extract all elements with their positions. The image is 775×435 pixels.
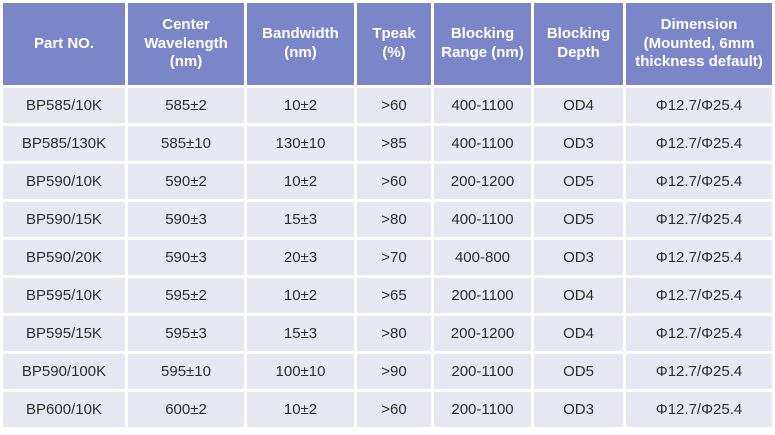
spec-value-cell: OD5 <box>534 354 623 389</box>
spec-value-cell: OD4 <box>534 88 623 123</box>
spec-value-cell: 130±10 <box>247 126 354 161</box>
spec-value-cell: 10±2 <box>247 88 354 123</box>
column-header-3: Bandwidth (nm) <box>247 3 354 85</box>
spec-value-cell: 585±2 <box>128 88 244 123</box>
table-row: BP600/10K 600±2 10±2 >60 200-1100 OD3 Φ12.7/Φ2… <box>3 392 772 427</box>
table-row: BP585/10K 585±2 10±2 >60 400-1100 OD4 Φ12.7/Φ2… <box>3 88 772 123</box>
spec-value-cell: OD5 <box>534 164 623 199</box>
spec-value-cell: >85 <box>357 126 431 161</box>
spec-value-cell: 400-1100 <box>434 202 531 237</box>
spec-value-cell: >60 <box>357 392 431 427</box>
column-header-2: Center Wavelength (nm) <box>128 3 244 85</box>
table-row: BP595/10K 595±2 10±2 >65 200-1100 OD4 Φ12.7/Φ2… <box>3 278 772 313</box>
column-header-5: Blocking Range (nm) <box>434 3 531 85</box>
spec-value-cell: >70 <box>357 240 431 275</box>
spec-value-cell: Φ12.7/Φ25.4 <box>626 164 772 199</box>
spec-value-cell: >80 <box>357 202 431 237</box>
spec-value-cell: 200-1100 <box>434 278 531 313</box>
spec-value-cell: >60 <box>357 164 431 199</box>
column-header-4: Tpeak (%) <box>357 3 431 85</box>
spec-value-cell: OD5 <box>534 202 623 237</box>
spec-value-cell: 400-1100 <box>434 88 531 123</box>
spec-value-cell: Φ12.7/Φ25.4 <box>626 316 772 351</box>
spec-value-cell: Φ12.7/Φ25.4 <box>626 88 772 123</box>
table-row: BP590/100K 595±10 100±10 >90 200-1100 OD5 Φ12.… <box>3 354 772 389</box>
spec-value-cell: OD4 <box>534 278 623 313</box>
spec-value-cell: 200-1100 <box>434 354 531 389</box>
spec-value-cell: Φ12.7/Φ25.4 <box>626 202 772 237</box>
spec-value-cell: >60 <box>357 88 431 123</box>
table-row: BP590/15K 590±3 15±3 >80 400-1100 OD5 Φ12.7/Φ2… <box>3 202 772 237</box>
part-number-cell: BP590/100K <box>3 354 125 389</box>
spec-value-cell: 600±2 <box>128 392 244 427</box>
spec-value-cell: Φ12.7/Φ25.4 <box>626 278 772 313</box>
spec-value-cell: Φ12.7/Φ25.4 <box>626 392 772 427</box>
spec-value-cell: >80 <box>357 316 431 351</box>
spec-value-cell: 590±2 <box>128 164 244 199</box>
part-number-cell: BP585/130K <box>3 126 125 161</box>
part-number-cell: BP600/10K <box>3 392 125 427</box>
spec-value-cell: 585±10 <box>128 126 244 161</box>
table-row: BP590/10K 590±2 10±2 >60 200-1200 OD5 Φ12.7/Φ2… <box>3 164 772 199</box>
spec-value-cell: 200-1200 <box>434 316 531 351</box>
spec-value-cell: 200-1100 <box>434 392 531 427</box>
spec-value-cell: 15±3 <box>247 202 354 237</box>
part-number-cell: BP590/15K <box>3 202 125 237</box>
spec-value-cell: 595±3 <box>128 316 244 351</box>
spec-value-cell: 400-800 <box>434 240 531 275</box>
part-number-cell: BP595/15K <box>3 316 125 351</box>
table-row: BP585/130K 585±10 130±10 >85 400-1100 OD3 Φ12.… <box>3 126 772 161</box>
spec-value-cell: 10±2 <box>247 164 354 199</box>
part-number-cell: BP590/20K <box>3 240 125 275</box>
part-number-cell: BP595/10K <box>3 278 125 313</box>
spec-value-cell: 10±2 <box>247 278 354 313</box>
spec-value-cell: 400-1100 <box>434 126 531 161</box>
spec-value-cell: OD4 <box>534 316 623 351</box>
column-header-6: Blocking Depth <box>534 3 623 85</box>
spec-value-cell: Φ12.7/Φ25.4 <box>626 240 772 275</box>
column-header-7: Dimension (Mounted, 6mm thickness defaul… <box>626 3 772 85</box>
spec-value-cell: Φ12.7/Φ25.4 <box>626 126 772 161</box>
spec-value-cell: 595±10 <box>128 354 244 389</box>
spec-value-cell: 590±3 <box>128 240 244 275</box>
spec-value-cell: 20±3 <box>247 240 354 275</box>
table-header-row: Part NO. Center Wavelength (nm) Bandwidth … <box>3 3 772 85</box>
spec-value-cell: OD3 <box>534 126 623 161</box>
spec-value-cell: 200-1200 <box>434 164 531 199</box>
spec-value-cell: 10±2 <box>247 392 354 427</box>
part-number-cell: BP585/10K <box>3 88 125 123</box>
table-row: BP590/20K 590±3 20±3 >70 400-800 OD3 Φ12.7/Φ25… <box>3 240 772 275</box>
spec-value-cell: 15±3 <box>247 316 354 351</box>
column-header-1: Part NO. <box>3 3 125 85</box>
spec-value-cell: OD3 <box>534 392 623 427</box>
spec-value-cell: 100±10 <box>247 354 354 389</box>
spec-value-cell: Φ12.7/Φ25.4 <box>626 354 772 389</box>
spec-value-cell: 590±3 <box>128 202 244 237</box>
spec-value-cell: >90 <box>357 354 431 389</box>
spec-value-cell: OD3 <box>534 240 623 275</box>
spec-value-cell: 595±2 <box>128 278 244 313</box>
part-number-cell: BP590/10K <box>3 164 125 199</box>
table-row: BP595/15K 595±3 15±3 >80 200-1200 OD4 Φ12.7/Φ2… <box>3 316 772 351</box>
spec-value-cell: >65 <box>357 278 431 313</box>
